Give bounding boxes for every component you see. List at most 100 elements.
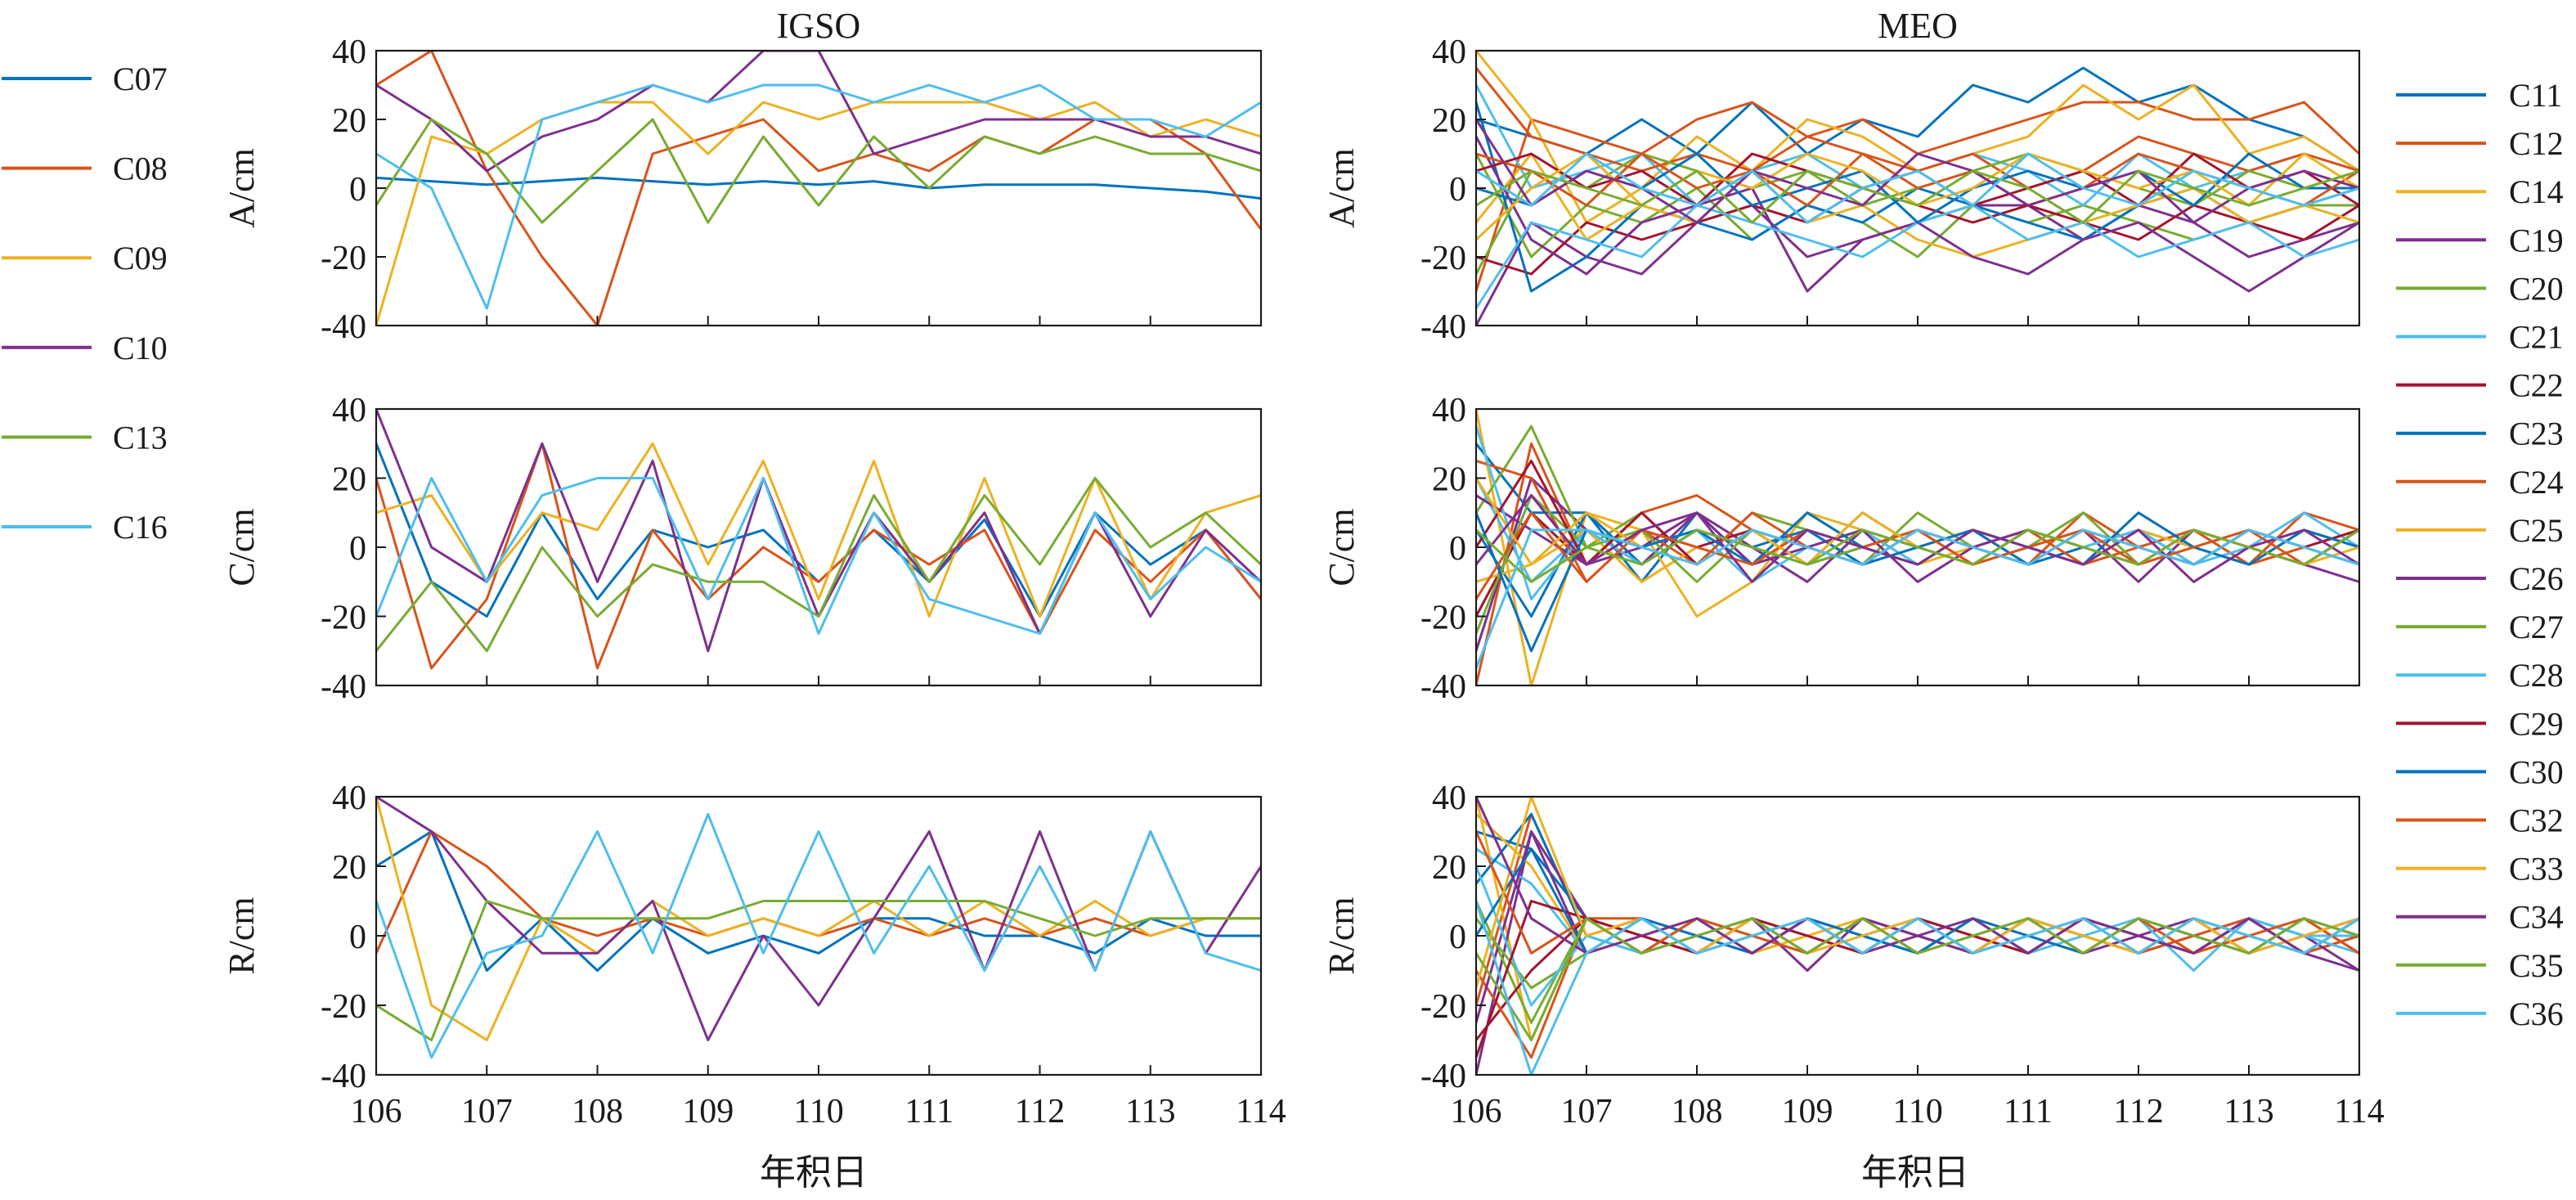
y-tick-label: 0 [349, 919, 366, 956]
legend-item-c20: C20 [2396, 270, 2564, 307]
series-group-igso-a [376, 51, 1261, 326]
x-tick-label: 107 [1561, 1093, 1613, 1130]
legend-label: C28 [2509, 657, 2564, 694]
x-tick-label: 110 [1892, 1093, 1942, 1130]
series-line-c16 [376, 83, 1261, 310]
panel-meo-c: 40 20 0 -20 -40 C/cm [1322, 392, 2361, 706]
series-line-c09 [376, 442, 1261, 618]
legend-item-c09: C09 [2, 240, 168, 276]
legend-item-c12: C12 [2396, 125, 2564, 162]
series-group-meo-c [1476, 409, 2359, 685]
panel-meo-a: 40 20 0 -20 -40 A/cm MEO [1322, 6, 2361, 346]
series-line-c09 [376, 797, 1261, 1041]
legend-item-c28: C28 [2396, 657, 2564, 694]
legend-item-c14: C14 [2396, 173, 2564, 210]
x-axis-label-meo: 年积日 [1861, 1153, 1969, 1193]
legend-label: C24 [2509, 464, 2564, 501]
series-line-c30 [1476, 847, 2359, 955]
legend-item-c13: C13 [2, 419, 168, 456]
legend-item-c08: C08 [2, 151, 168, 187]
series-line-c16 [376, 812, 1261, 1059]
legend-item-c07: C07 [2, 61, 168, 97]
series-group-igso-c [376, 409, 1261, 670]
legend-item-c35: C35 [2396, 947, 2564, 984]
y-axis-label-meo-c: C/cm [1322, 508, 1362, 586]
y-tick-label: 0 [349, 171, 366, 209]
y-tick-label: -20 [321, 240, 366, 277]
y-axis-label-igso-r: R/cm [222, 897, 262, 974]
x-tick-label: 106 [351, 1093, 402, 1130]
x-tick-label: 107 [461, 1093, 513, 1130]
y-tick-label: 20 [1432, 461, 1466, 499]
x-tick-label: 114 [1236, 1093, 1286, 1130]
legend-item-c32: C32 [2396, 802, 2564, 839]
y-tick-label: 40 [1432, 34, 1466, 71]
legend-item-c29: C29 [2396, 705, 2564, 742]
y-tick-label: 40 [1432, 780, 1466, 817]
y-tick-label: -40 [321, 1058, 366, 1095]
y-tick-label: 20 [332, 102, 366, 140]
legend-label: C08 [113, 151, 168, 187]
y-axis-label-igso-c: C/cm [222, 508, 262, 586]
series-line-c10 [376, 51, 1261, 173]
series-line-c26 [1476, 830, 2359, 1023]
y-tick-label: 40 [332, 780, 366, 817]
y-tick-label: -20 [1420, 240, 1466, 277]
legend-label: C09 [113, 240, 168, 276]
legend-item-c11: C11 [2396, 77, 2562, 114]
y-tick-label: 20 [332, 461, 366, 499]
y-tick-label: 40 [332, 392, 366, 429]
legend-label: C19 [2509, 222, 2564, 258]
legend-label: C34 [2509, 899, 2564, 936]
series-line-c33 [1476, 797, 2359, 989]
y-tick-label: -20 [1420, 988, 1466, 1026]
plot-frame-igso-a [375, 49, 1263, 327]
legend-item-c22: C22 [2396, 367, 2564, 404]
legend-meo: C11 C12 C14 C19 C20 C21 C22 C23 C24 C25 C26 C27 C28 C… [2396, 77, 2564, 1032]
x-tick-label: 114 [2334, 1093, 2384, 1130]
series-line-c16 [376, 477, 1261, 636]
series-line-c07 [376, 443, 1261, 618]
x-tick-label: 111 [904, 1093, 954, 1130]
series-line-c08 [376, 51, 1261, 326]
panel-title-meo: MEO [1878, 6, 1958, 46]
y-axis-label-igso-a: A/cm [222, 148, 262, 228]
legend-label: C10 [113, 330, 168, 366]
y-tick-label: -40 [321, 308, 366, 346]
series-line-c36 [1476, 528, 2359, 669]
x-tick-label: 112 [1015, 1093, 1065, 1130]
legend-item-c24: C24 [2396, 464, 2564, 501]
legend-label: C13 [113, 419, 168, 456]
series-line-c35 [1476, 528, 2359, 583]
y-tick-label: 20 [1432, 102, 1466, 140]
y-tick-label: -20 [1420, 600, 1466, 637]
y-tick-label: 20 [332, 849, 366, 887]
series-line-c25 [1476, 152, 2359, 258]
x-tick-label: 108 [572, 1093, 623, 1130]
legend-label: C36 [2509, 996, 2564, 1032]
series-line-c36 [1476, 901, 2359, 1075]
panels: 40 20 0 -20 -40 A/cm IGSO 40 20 0 -20 -40 C/cm 40 20 0 -… [222, 6, 2385, 1130]
y-axis-label-meo-r: R/cm [1322, 897, 1362, 974]
series-line-c36 [1476, 152, 2359, 224]
series-line-c11 [1476, 66, 2359, 173]
x-tick-label: 108 [1672, 1093, 1723, 1130]
series-line-c13 [376, 477, 1261, 653]
legend-item-c25: C25 [2396, 512, 2564, 549]
panel-igso-c: 40 20 0 -20 -40 C/cm [222, 392, 1263, 706]
legend-item-c19: C19 [2396, 222, 2564, 258]
legend-label: C23 [2509, 416, 2564, 452]
series-line-c34 [1476, 797, 2359, 972]
x-tick-label: 109 [682, 1093, 734, 1130]
series-line-c13 [376, 900, 1261, 1041]
y-tick-label: 0 [1449, 530, 1466, 568]
legend-item-c27: C27 [2396, 609, 2564, 645]
y-tick-label: 0 [349, 530, 366, 568]
series-line-c34 [1476, 119, 2359, 224]
legend-label: C22 [2509, 367, 2564, 404]
legend-label: C27 [2509, 609, 2564, 645]
y-tick-label: 0 [1449, 171, 1466, 209]
legend-label: C16 [113, 509, 168, 546]
